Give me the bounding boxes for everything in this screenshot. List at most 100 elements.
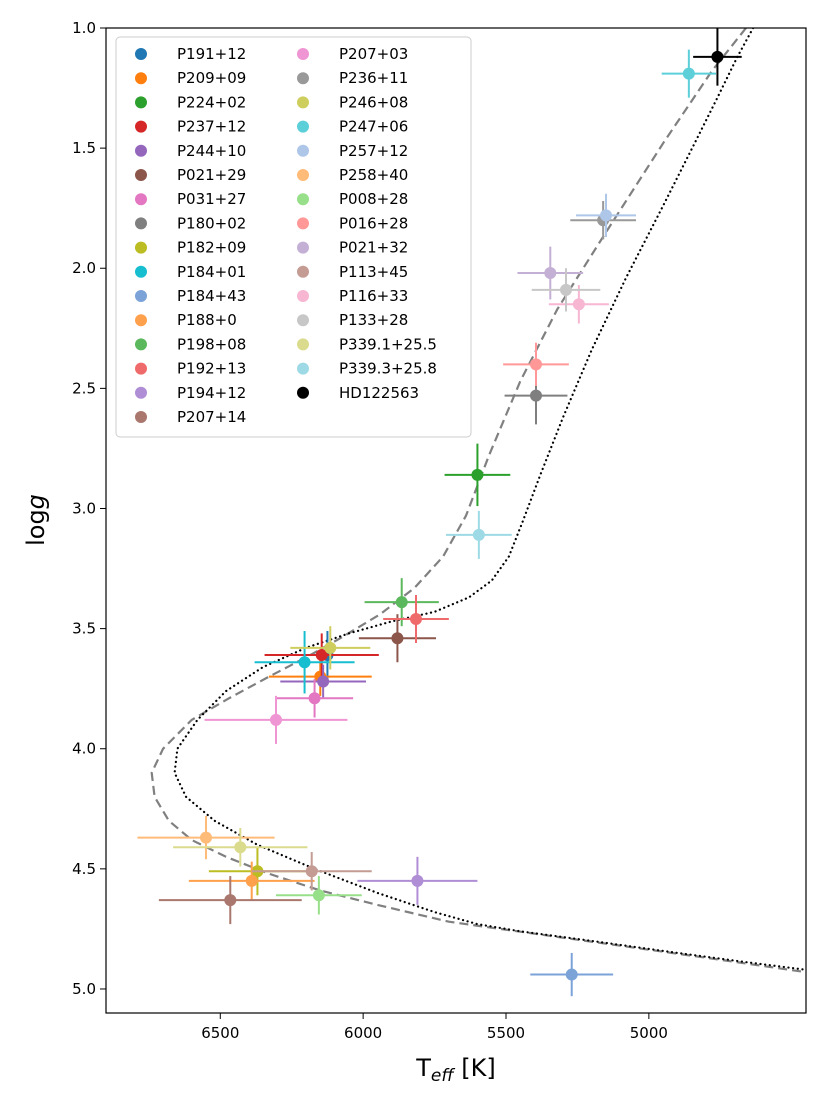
legend-marker [297, 144, 309, 157]
legend-label: P224+02 [177, 93, 246, 111]
point-marker [298, 656, 311, 669]
dotted-isochrone-curve [173, 28, 806, 971]
legend-marker [297, 290, 309, 302]
legend-entry: P182+09 [135, 239, 246, 257]
point-marker [530, 389, 542, 402]
legend-entry: P016+28 [297, 214, 408, 232]
legend-label: P236+11 [339, 69, 408, 87]
point-marker [391, 632, 404, 645]
legend-label: P237+12 [177, 118, 246, 136]
point-marker [560, 283, 572, 296]
legend-entry: P237+12 [135, 118, 246, 136]
dashed-isochrone-curve [150, 28, 806, 974]
data-point-p192-13 [383, 594, 449, 644]
legend-marker [297, 265, 309, 278]
data-point-p207-03 [204, 695, 348, 744]
legend-entry: P224+02 [135, 93, 246, 111]
point-marker [234, 841, 247, 854]
legend-label: P207+14 [177, 408, 246, 426]
legend-marker [135, 96, 147, 109]
data-point-p184-43 [530, 952, 614, 997]
legend-marker [297, 362, 309, 375]
legend-entry: P021+32 [297, 239, 408, 257]
legend-entry: P191+12 [135, 45, 246, 63]
legend-label: P192+13 [177, 360, 246, 378]
data-point-p339-3-25-8 [446, 510, 512, 559]
y-axis-label-italic: g [22, 494, 50, 509]
legend-marker [135, 120, 147, 133]
isochrone-curves [150, 28, 806, 974]
legend-marker [135, 265, 147, 278]
legend-label: P246+08 [339, 93, 408, 111]
data-point-p113-45 [251, 852, 372, 891]
legend-label: P116+33 [339, 287, 408, 305]
legend-label: P207+03 [339, 45, 408, 63]
x-axis-label-sub: eff [431, 1066, 455, 1086]
legend-label: P184+01 [177, 263, 246, 281]
legend-marker [297, 96, 309, 109]
y-tick-label: 4.5 [72, 860, 96, 878]
legend-marker [297, 241, 309, 254]
data-point-p258-40 [137, 816, 275, 860]
point-marker [600, 209, 612, 222]
y-tick-label: 2.5 [72, 379, 96, 397]
point-marker [324, 641, 337, 654]
legend-entry: P207+03 [297, 45, 408, 63]
y-axis-label: logg [22, 494, 50, 546]
x-axis-ticks: 6500 6000 5500 5000 [201, 1013, 668, 1042]
legend-label: P194+12 [177, 384, 246, 402]
y-tick-label: 1.0 [72, 19, 96, 37]
point-marker [411, 874, 424, 887]
data-point-p116-33 [548, 285, 609, 324]
point-marker [308, 692, 321, 705]
legend-label: P021+29 [177, 166, 246, 184]
legend-marker [297, 120, 309, 133]
legend-marker [135, 72, 147, 85]
y-tick-label: 3.0 [72, 499, 96, 517]
point-marker [245, 874, 258, 887]
legend-entry: P184+01 [135, 263, 246, 281]
legend-label: P339.3+25.8 [339, 360, 437, 378]
point-marker [565, 968, 578, 981]
legend-entry: P236+11 [297, 69, 408, 87]
x-tick-label: 5500 [487, 1024, 525, 1042]
x-axis-label-unit: [K] [454, 1054, 496, 1082]
point-marker [315, 649, 328, 662]
legend-marker [297, 169, 309, 181]
legend-entry: P258+40 [297, 166, 408, 184]
point-marker [711, 50, 724, 63]
legend-marker [135, 362, 147, 375]
data-point-p184-01 [254, 631, 355, 694]
legend-entry: P246+08 [297, 93, 408, 111]
legend-entry: P247+06 [297, 118, 408, 136]
point-marker [200, 831, 212, 844]
legend-entry: P244+10 [135, 142, 246, 160]
data-point-p224-02 [444, 443, 511, 507]
point-marker [572, 298, 585, 311]
legend-entry: P192+13 [135, 360, 246, 378]
data-point-p207-14 [158, 876, 302, 925]
data-points [137, 28, 742, 997]
legend-marker [135, 338, 147, 351]
x-tick-label: 6000 [344, 1024, 382, 1042]
legend-label: P021+32 [339, 239, 408, 257]
legend-marker [135, 314, 147, 327]
legend-label: P031+27 [177, 190, 246, 208]
legend-label: P180+02 [177, 214, 246, 232]
data-point-p257-12 [576, 193, 636, 238]
legend-entry: P339.3+25.8 [297, 360, 437, 378]
data-point-p194-12 [357, 856, 478, 905]
data-point-p133-28 [531, 268, 601, 312]
legend-entry: P209+09 [135, 69, 246, 87]
point-marker [312, 889, 325, 902]
y-tick-label: 2.0 [72, 259, 96, 277]
legend-marker [297, 338, 309, 351]
legend-entry: P116+33 [297, 287, 408, 305]
x-axis-label: Teff [K] [415, 1054, 496, 1086]
legend-marker [297, 72, 309, 85]
point-marker [305, 865, 318, 878]
y-tick-label: 1.5 [72, 139, 96, 157]
data-point-hd122563 [693, 28, 742, 86]
legend-marker [135, 241, 147, 254]
legend-entry: P257+12 [297, 142, 408, 160]
